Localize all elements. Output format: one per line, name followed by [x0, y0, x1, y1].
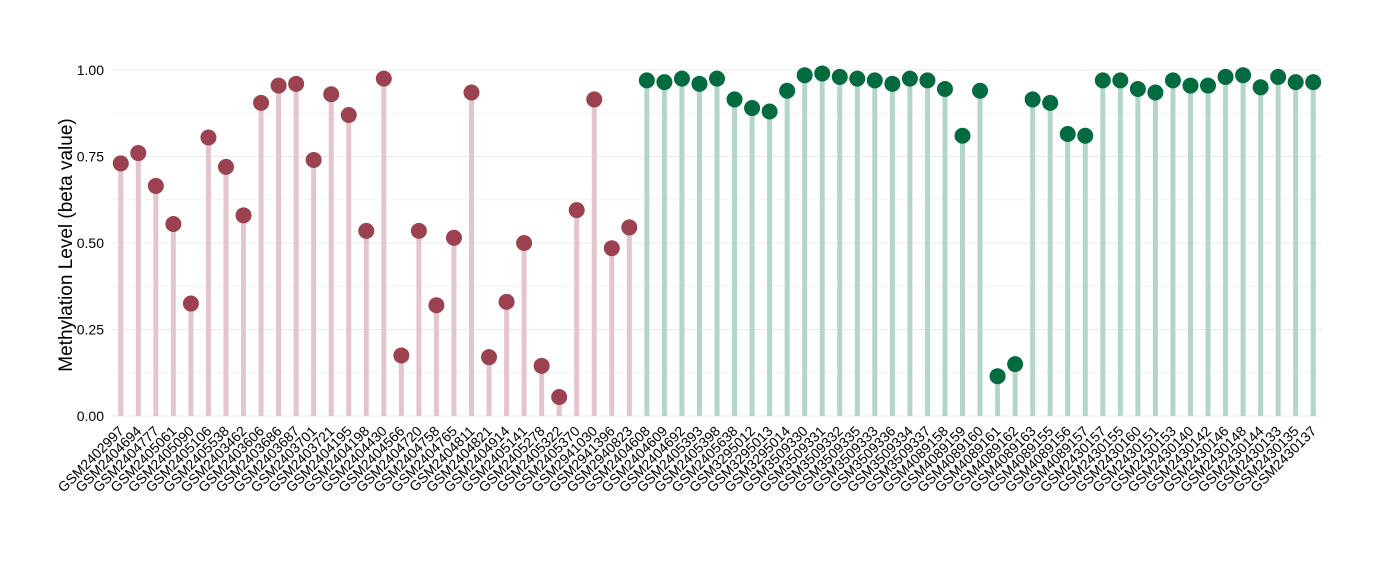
dot	[726, 91, 743, 108]
dot	[253, 94, 270, 111]
dot	[445, 229, 462, 246]
dot	[182, 295, 199, 312]
dot	[1164, 72, 1181, 89]
dot	[288, 75, 305, 92]
dot	[761, 103, 778, 120]
dot	[568, 202, 585, 219]
dot	[1217, 68, 1234, 85]
dot	[1147, 84, 1164, 101]
dot	[200, 129, 217, 146]
y-tick-label: 1.00	[77, 62, 104, 78]
dot	[866, 72, 883, 89]
dot	[112, 155, 129, 172]
dot	[1252, 79, 1269, 96]
dot	[884, 75, 901, 92]
dot	[551, 388, 568, 405]
dot	[1287, 74, 1304, 91]
dot	[358, 222, 375, 239]
dot	[989, 368, 1006, 385]
dot	[656, 74, 673, 91]
dot	[621, 219, 638, 236]
dot	[1200, 77, 1217, 94]
dot	[217, 158, 234, 175]
dot	[393, 347, 410, 364]
dot	[235, 207, 252, 224]
dot	[1235, 67, 1252, 84]
dot	[849, 70, 866, 87]
dot	[165, 215, 182, 232]
dot	[691, 75, 708, 92]
dot	[954, 127, 971, 144]
dot	[901, 70, 918, 87]
dot	[1042, 94, 1059, 111]
dot	[1112, 72, 1129, 89]
dot	[796, 67, 813, 84]
dot	[586, 91, 603, 108]
dot	[147, 177, 164, 194]
dot	[428, 297, 445, 314]
dot	[638, 72, 655, 89]
dot	[1305, 74, 1322, 91]
dot	[779, 82, 796, 99]
dot	[1129, 81, 1146, 98]
dot	[673, 70, 690, 87]
y-axis-title: Methylation Level (beta value)	[56, 118, 77, 371]
dot	[1059, 126, 1076, 143]
dot	[1182, 77, 1199, 94]
dot	[340, 106, 357, 123]
y-tick-label: 0.50	[77, 235, 104, 251]
dot	[1077, 127, 1094, 144]
dot	[305, 151, 322, 168]
dot	[375, 70, 392, 87]
dot	[936, 81, 953, 98]
dot	[1007, 356, 1024, 373]
dot	[919, 72, 936, 89]
dot	[972, 82, 989, 99]
y-tick-label: 0.25	[77, 322, 104, 338]
dot	[498, 293, 515, 310]
dot	[270, 77, 287, 94]
y-tick-label: 0.00	[77, 408, 104, 424]
dot	[603, 240, 620, 257]
dot	[1024, 91, 1041, 108]
dot	[744, 100, 761, 117]
dot	[481, 349, 498, 366]
dot	[410, 222, 427, 239]
dot	[814, 65, 831, 82]
dot	[831, 68, 848, 85]
dot	[130, 145, 147, 162]
dot	[533, 357, 550, 374]
y-tick-label: 0.75	[77, 149, 104, 165]
dot	[709, 70, 725, 87]
dot	[323, 86, 340, 103]
dot	[1094, 72, 1111, 89]
dot	[463, 84, 480, 101]
dot	[1270, 68, 1287, 85]
dot	[516, 235, 533, 251]
